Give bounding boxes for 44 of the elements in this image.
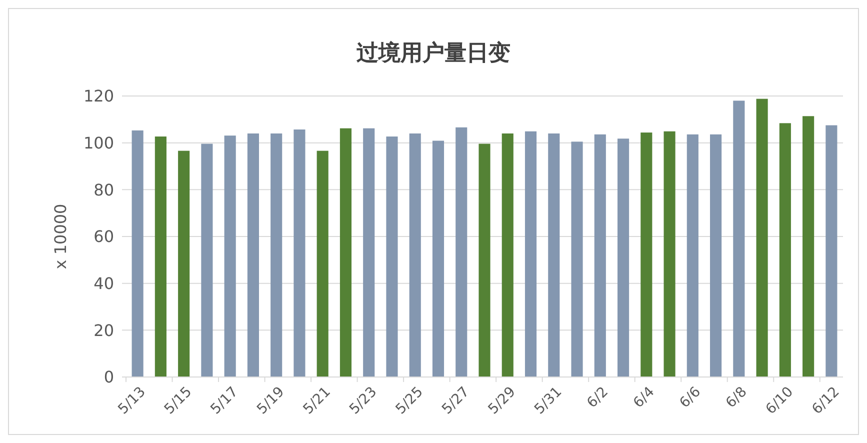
- bar: [154, 136, 166, 377]
- bar: [664, 131, 676, 377]
- bar: [316, 150, 328, 377]
- bar: [201, 144, 213, 377]
- bar: [224, 136, 236, 377]
- bar: [826, 125, 838, 377]
- bar: [456, 127, 468, 377]
- y-tick-label: 0: [104, 368, 114, 387]
- bar: [779, 123, 791, 377]
- y-tick-label: 20: [94, 320, 114, 340]
- bar: [756, 98, 768, 377]
- bar: [294, 129, 306, 377]
- bar: [386, 136, 398, 377]
- bar: [409, 133, 421, 377]
- y-tick-label: 40: [94, 274, 114, 293]
- bar: [524, 131, 537, 377]
- y-tick-label: 80: [94, 180, 114, 200]
- bar: [247, 133, 259, 377]
- bar: [548, 133, 560, 377]
- bar: [733, 100, 745, 377]
- bar: [502, 133, 514, 377]
- bar: [178, 150, 190, 377]
- bar: [132, 130, 144, 377]
- bar: [802, 116, 814, 377]
- bar: [340, 128, 352, 377]
- y-tick-label: 60: [94, 227, 114, 246]
- bar: [686, 134, 698, 377]
- x-tick-label: 6/6: [676, 384, 704, 412]
- y-axis-title: x 10000: [51, 204, 70, 270]
- y-tick-label: 100: [83, 133, 114, 152]
- bar: [571, 142, 583, 377]
- x-tick-label: 6/8: [722, 384, 750, 412]
- y-tick-label: 120: [83, 86, 114, 106]
- bar: [640, 132, 652, 377]
- bar: [710, 134, 722, 377]
- bar: [270, 133, 282, 377]
- x-tick-label: 6/2: [584, 384, 612, 412]
- x-tick-label: 6/4: [630, 384, 658, 412]
- chart-title: 过境用户量日变: [356, 40, 510, 66]
- bar: [478, 144, 490, 377]
- bar: [363, 128, 375, 377]
- bar: [432, 140, 444, 377]
- bar: [594, 134, 606, 377]
- bar: [617, 138, 630, 377]
